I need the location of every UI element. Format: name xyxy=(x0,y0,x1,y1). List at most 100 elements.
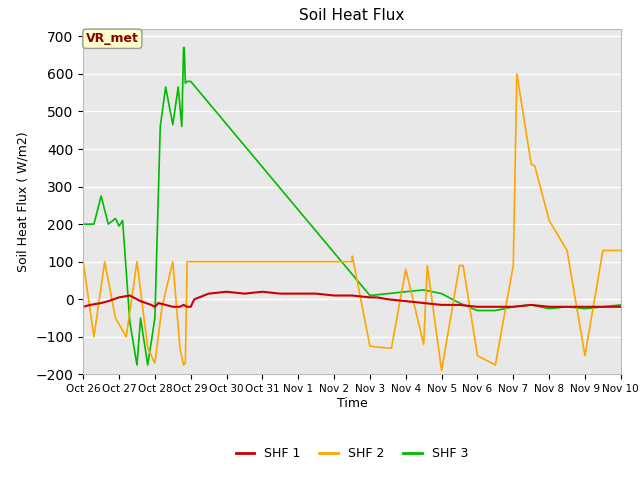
SHF 1 xyxy=(294,291,302,297)
SHF 2 xyxy=(545,217,553,223)
SHF 1 xyxy=(137,298,145,304)
SHF 1 xyxy=(176,304,184,310)
SHF 1 xyxy=(151,304,159,310)
SHF 3 xyxy=(133,362,141,368)
SHF 3 xyxy=(97,193,105,199)
SHF 2 xyxy=(133,259,141,264)
SHF 1 xyxy=(180,302,188,308)
SHF 1 xyxy=(155,300,163,306)
SHF 1 xyxy=(474,304,481,310)
SHF 1 xyxy=(104,298,112,304)
Legend: SHF 1, SHF 2, SHF 3: SHF 1, SHF 2, SHF 3 xyxy=(230,442,474,465)
SHF 1 xyxy=(373,295,381,300)
SHF 1 xyxy=(581,304,589,310)
SHF 2 xyxy=(183,259,191,264)
SHF 3 xyxy=(79,221,87,227)
SHF 1 xyxy=(420,300,428,306)
SHF 2 xyxy=(187,259,195,264)
SHF 2 xyxy=(182,360,189,366)
SHF 3 xyxy=(169,122,177,128)
SHF 2 xyxy=(180,362,188,368)
SHF 3 xyxy=(180,45,188,50)
SHF 1 xyxy=(438,302,445,308)
SHF 1 xyxy=(402,298,410,304)
SHF 3 xyxy=(366,293,374,299)
SHF 2 xyxy=(474,353,481,359)
SHF 2 xyxy=(90,334,98,340)
SHF 1 xyxy=(187,304,195,310)
SHF 1 xyxy=(86,302,94,308)
SHF 1 xyxy=(205,291,212,297)
SHF 3 xyxy=(438,291,445,297)
SHF 1 xyxy=(527,302,535,308)
SHF 2 xyxy=(176,345,184,351)
SHF 2 xyxy=(513,71,521,77)
SHF 2 xyxy=(460,263,467,268)
SHF 2 xyxy=(187,259,195,264)
SHF 2 xyxy=(101,259,109,264)
SHF 1 xyxy=(366,295,374,300)
SHF 2 xyxy=(79,259,87,264)
SHF 2 xyxy=(617,248,625,253)
SHF 2 xyxy=(527,161,535,167)
SHF 3 xyxy=(545,306,553,312)
SHF 2 xyxy=(366,343,374,349)
SHF 2 xyxy=(223,259,230,264)
SHF 3 xyxy=(151,315,159,321)
SHF 3 xyxy=(90,221,98,227)
Line: SHF 2: SHF 2 xyxy=(83,74,621,371)
SHF 1 xyxy=(97,300,105,306)
SHF 2 xyxy=(158,304,166,310)
SHF 1 xyxy=(223,289,230,295)
SHF 3 xyxy=(187,79,195,84)
SHF 2 xyxy=(144,345,152,351)
SHF 1 xyxy=(492,304,499,310)
SHF 3 xyxy=(492,308,499,313)
Line: SHF 1: SHF 1 xyxy=(83,292,621,307)
SHF 3 xyxy=(137,315,145,321)
SHF 1 xyxy=(241,291,248,297)
SHF 3 xyxy=(111,216,119,221)
SHF 2 xyxy=(492,362,499,368)
SHF 2 xyxy=(424,263,431,268)
Line: SHF 3: SHF 3 xyxy=(83,48,621,365)
SHF 3 xyxy=(599,304,607,310)
SHF 1 xyxy=(312,291,320,297)
SHF 1 xyxy=(126,293,134,299)
SHF 3 xyxy=(178,123,186,129)
SHF 2 xyxy=(151,360,159,366)
SHF 2 xyxy=(599,248,607,253)
SHF 2 xyxy=(438,368,445,373)
SHF 1 xyxy=(162,302,170,308)
SHF 3 xyxy=(527,302,535,308)
SHF 3 xyxy=(420,287,428,293)
SHF 3 xyxy=(563,304,571,310)
SHF 2 xyxy=(402,266,410,272)
SHF 1 xyxy=(183,304,191,310)
SHF 2 xyxy=(420,341,428,347)
SHF 2 xyxy=(111,315,119,321)
SHF 1 xyxy=(545,304,553,310)
SHF 1 xyxy=(330,293,338,299)
SHF 3 xyxy=(180,45,188,50)
SHF 1 xyxy=(617,304,625,310)
SHF 2 xyxy=(456,263,463,268)
SHF 1 xyxy=(79,304,87,310)
SHF 1 xyxy=(191,296,198,302)
SHF 1 xyxy=(147,302,155,308)
SHF 2 xyxy=(388,345,396,351)
SHF 2 xyxy=(384,345,392,351)
SHF 3 xyxy=(162,84,170,90)
SHF 3 xyxy=(174,84,182,90)
SHF 3 xyxy=(402,289,410,295)
SHF 3 xyxy=(119,217,127,223)
SHF 1 xyxy=(348,293,356,299)
SHF 2 xyxy=(563,248,571,253)
SHF 3 xyxy=(456,300,463,306)
SHF 1 xyxy=(259,289,266,295)
SHF 3 xyxy=(126,319,134,324)
SHF 1 xyxy=(276,291,284,297)
SHF 2 xyxy=(509,263,517,268)
SHF 1 xyxy=(169,304,177,310)
SHF 3 xyxy=(115,223,123,229)
